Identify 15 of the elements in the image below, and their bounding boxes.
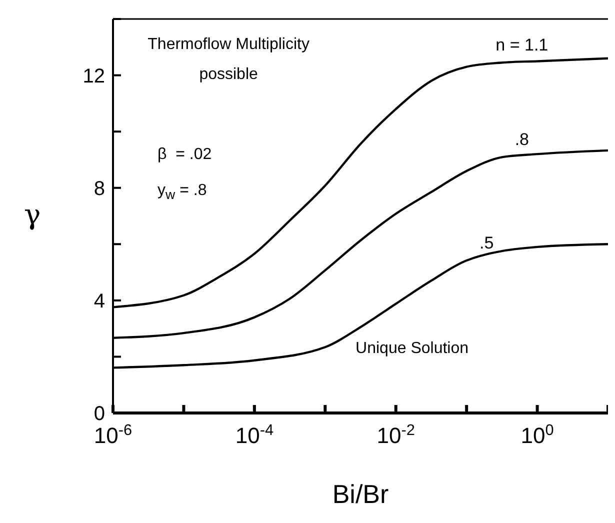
series-label: n = 1.1	[496, 36, 548, 55]
x-axis-title: Bi/Br	[331, 479, 390, 510]
x-tick-label: 10$^{-4}$	[235, 422, 274, 448]
y-axis-title: γ	[24, 198, 41, 230]
series-label: .5	[479, 233, 494, 252]
series-label: .8	[514, 130, 529, 150]
y-tick-label: 8	[94, 178, 105, 200]
annotation: Unique Solution	[356, 339, 469, 359]
annotation: Thermoflow Multiplicity possible	[148, 34, 310, 85]
x-tick-label: 10$^{0}$	[520, 422, 554, 448]
y-tick-label: 12	[82, 65, 105, 88]
x-tick-label: 10$^{-2}$	[376, 422, 415, 448]
annotation: y$_{w}$ = .8	[158, 181, 207, 204]
y-tick-label: 4	[94, 290, 105, 312]
annotation: β = .02	[158, 145, 212, 166]
